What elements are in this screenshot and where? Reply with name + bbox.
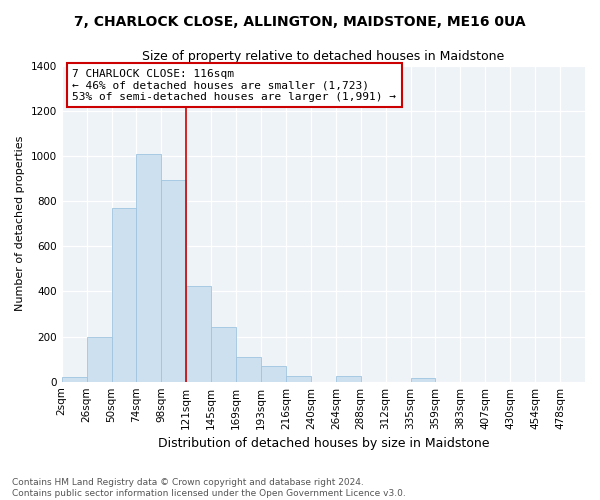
Bar bbox=[62, 377, 86, 382]
Bar bbox=[261, 366, 286, 382]
Bar bbox=[136, 154, 161, 382]
Text: Contains HM Land Registry data © Crown copyright and database right 2024.
Contai: Contains HM Land Registry data © Crown c… bbox=[12, 478, 406, 498]
Bar bbox=[112, 208, 136, 382]
Bar bbox=[410, 378, 436, 382]
X-axis label: Distribution of detached houses by size in Maidstone: Distribution of detached houses by size … bbox=[158, 437, 489, 450]
Bar bbox=[211, 328, 236, 382]
Title: Size of property relative to detached houses in Maidstone: Size of property relative to detached ho… bbox=[142, 50, 505, 63]
Text: 7 CHARLOCK CLOSE: 116sqm
← 46% of detached houses are smaller (1,723)
53% of sem: 7 CHARLOCK CLOSE: 116sqm ← 46% of detach… bbox=[72, 68, 396, 102]
Bar bbox=[236, 357, 261, 382]
Y-axis label: Number of detached properties: Number of detached properties bbox=[15, 136, 25, 312]
Bar bbox=[336, 376, 361, 382]
Bar bbox=[161, 180, 186, 382]
Text: 7, CHARLOCK CLOSE, ALLINGTON, MAIDSTONE, ME16 0UA: 7, CHARLOCK CLOSE, ALLINGTON, MAIDSTONE,… bbox=[74, 15, 526, 29]
Bar bbox=[86, 336, 112, 382]
Bar bbox=[186, 286, 211, 382]
Bar bbox=[286, 376, 311, 382]
